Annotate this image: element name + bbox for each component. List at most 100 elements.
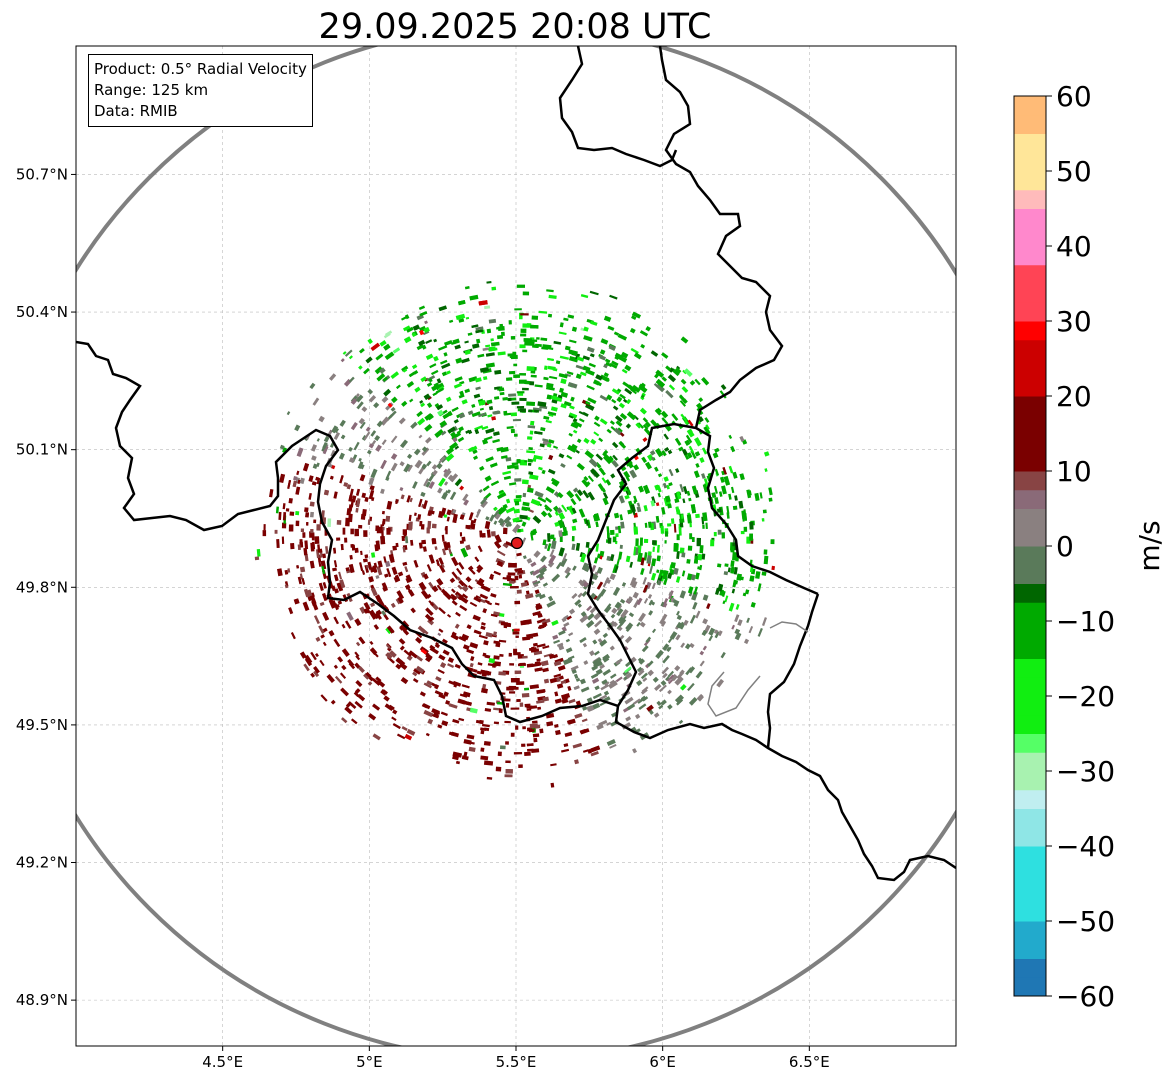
echo-bin (563, 317, 569, 322)
echo-bin (472, 668, 478, 673)
echo-bin (425, 657, 431, 663)
echo-bin (295, 511, 300, 516)
echo-bin (613, 331, 620, 336)
echo-bin (482, 485, 490, 492)
colorbar-segment (1014, 771, 1046, 791)
echo-bin (702, 645, 707, 651)
echo-bin (532, 528, 538, 534)
echo-bin (568, 632, 574, 637)
echo-bin (566, 490, 575, 499)
echo-bin (732, 505, 738, 511)
echo-bin (375, 353, 384, 361)
echo-bin (336, 520, 342, 525)
echo-bin (358, 347, 365, 354)
echo-bin (527, 458, 533, 463)
echo-bin (319, 601, 325, 607)
echo-bin (615, 420, 623, 427)
echo-bin (342, 527, 346, 535)
echo-bin (603, 605, 612, 614)
echo-bin (576, 438, 582, 444)
echo-bin (718, 491, 723, 497)
echo-bin (355, 393, 360, 398)
echo-bin (445, 526, 448, 535)
echo-bin (711, 492, 717, 499)
echo-bin (453, 382, 462, 389)
echo-bin (570, 498, 577, 506)
echo-bin (420, 402, 426, 408)
colorbar-label: m/s (1133, 520, 1166, 571)
echo-bin (450, 731, 460, 738)
echo-bin (451, 556, 459, 567)
echo-bin (287, 568, 291, 573)
echo-bin (537, 662, 542, 666)
echo-bin (761, 617, 767, 627)
echo-bin (643, 538, 649, 543)
echo-bin (459, 390, 464, 396)
echo-bin (606, 739, 616, 747)
echo-bin (500, 455, 508, 460)
echo-bin (690, 504, 697, 514)
echo-bin (351, 544, 355, 551)
colorbar-segment (1014, 246, 1046, 266)
echo-bin (733, 579, 739, 585)
echo-bin (512, 631, 520, 635)
echo-bin (369, 647, 378, 656)
echo-bin (408, 514, 412, 522)
echo-bin (646, 555, 652, 564)
echo-bin (355, 641, 361, 647)
echo-bin (593, 650, 600, 656)
echo-bin (601, 477, 607, 484)
echo-bin (567, 314, 575, 319)
echo-bin (435, 387, 444, 394)
echo-bin (590, 438, 597, 445)
echo-bin (514, 308, 522, 311)
echo-bin (371, 497, 375, 502)
echo-bin (548, 595, 554, 602)
echo-bin (607, 325, 615, 331)
echo-bin (561, 626, 568, 632)
echo-bin (547, 468, 556, 475)
echo-bin (528, 409, 533, 413)
colorbar-segment (1014, 302, 1046, 322)
echo-bin (654, 683, 662, 691)
echo-bin (580, 611, 587, 618)
echo-bin (635, 547, 639, 556)
echo-bin (691, 537, 695, 542)
echo-bin (457, 584, 463, 590)
echo-bin (413, 559, 419, 568)
echo-bin (370, 587, 378, 597)
echo-bin (667, 374, 677, 383)
echo-bin (590, 320, 598, 326)
echo-bin (560, 403, 567, 409)
echo-bin (637, 422, 644, 429)
echo-bin (476, 564, 484, 572)
echo-bin (668, 482, 673, 487)
echo-bin (350, 398, 358, 405)
echo-bin (552, 634, 559, 640)
echo-bin (503, 475, 512, 480)
echo-bin (533, 737, 538, 743)
echo-bin (579, 579, 587, 587)
echo-bin (602, 492, 609, 500)
lat-tick-label: 49.2°N (16, 854, 68, 872)
echo-bin (404, 536, 409, 544)
echo-bin (412, 678, 419, 683)
echo-bin (529, 474, 539, 481)
echo-bin (654, 373, 659, 379)
echo-bin (705, 424, 710, 430)
echo-bin (451, 571, 459, 580)
echo-bin (301, 578, 306, 585)
echo-bin (569, 608, 575, 615)
echo-bin (733, 567, 738, 575)
echo-bin (681, 386, 689, 394)
echo-bin (358, 417, 365, 425)
echo-bin (519, 373, 526, 376)
echo-bin (596, 566, 603, 574)
echo-bin (692, 601, 698, 610)
echo-bin (514, 575, 519, 581)
echo-bin (385, 652, 393, 660)
echo-bin (282, 512, 287, 521)
echo-bin (494, 534, 502, 544)
echo-bin (466, 734, 475, 740)
echo-bin (603, 690, 610, 696)
